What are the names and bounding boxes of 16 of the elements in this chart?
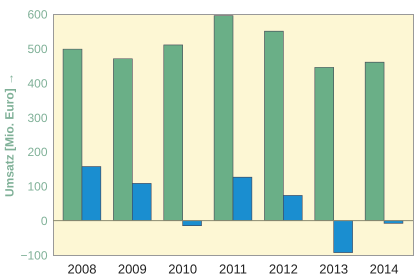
y-tick-label: 500 [27, 42, 48, 56]
y-tick-label: 300 [27, 110, 48, 125]
x-tick-label: 2008 [67, 262, 96, 276]
y-tick-label: 200 [27, 145, 48, 160]
x-tick-label: 2012 [268, 262, 298, 276]
y-tick-label: 0 [40, 214, 48, 228]
y-tick-label: 400 [27, 76, 48, 90]
x-tick-label: 2011 [219, 262, 247, 276]
y-tick-label: −100 [20, 248, 48, 262]
y-tick-label: 600 [27, 8, 48, 22]
x-tick-label: 2009 [118, 262, 147, 276]
y-axis-title: Umsatz [Mio. Euro] → [2, 72, 16, 198]
x-tick-label: 2013 [319, 262, 348, 276]
x-tick-label: 2014 [370, 262, 399, 276]
y-tick-label: 100 [27, 180, 48, 194]
x-tick-label: 2010 [168, 262, 198, 276]
